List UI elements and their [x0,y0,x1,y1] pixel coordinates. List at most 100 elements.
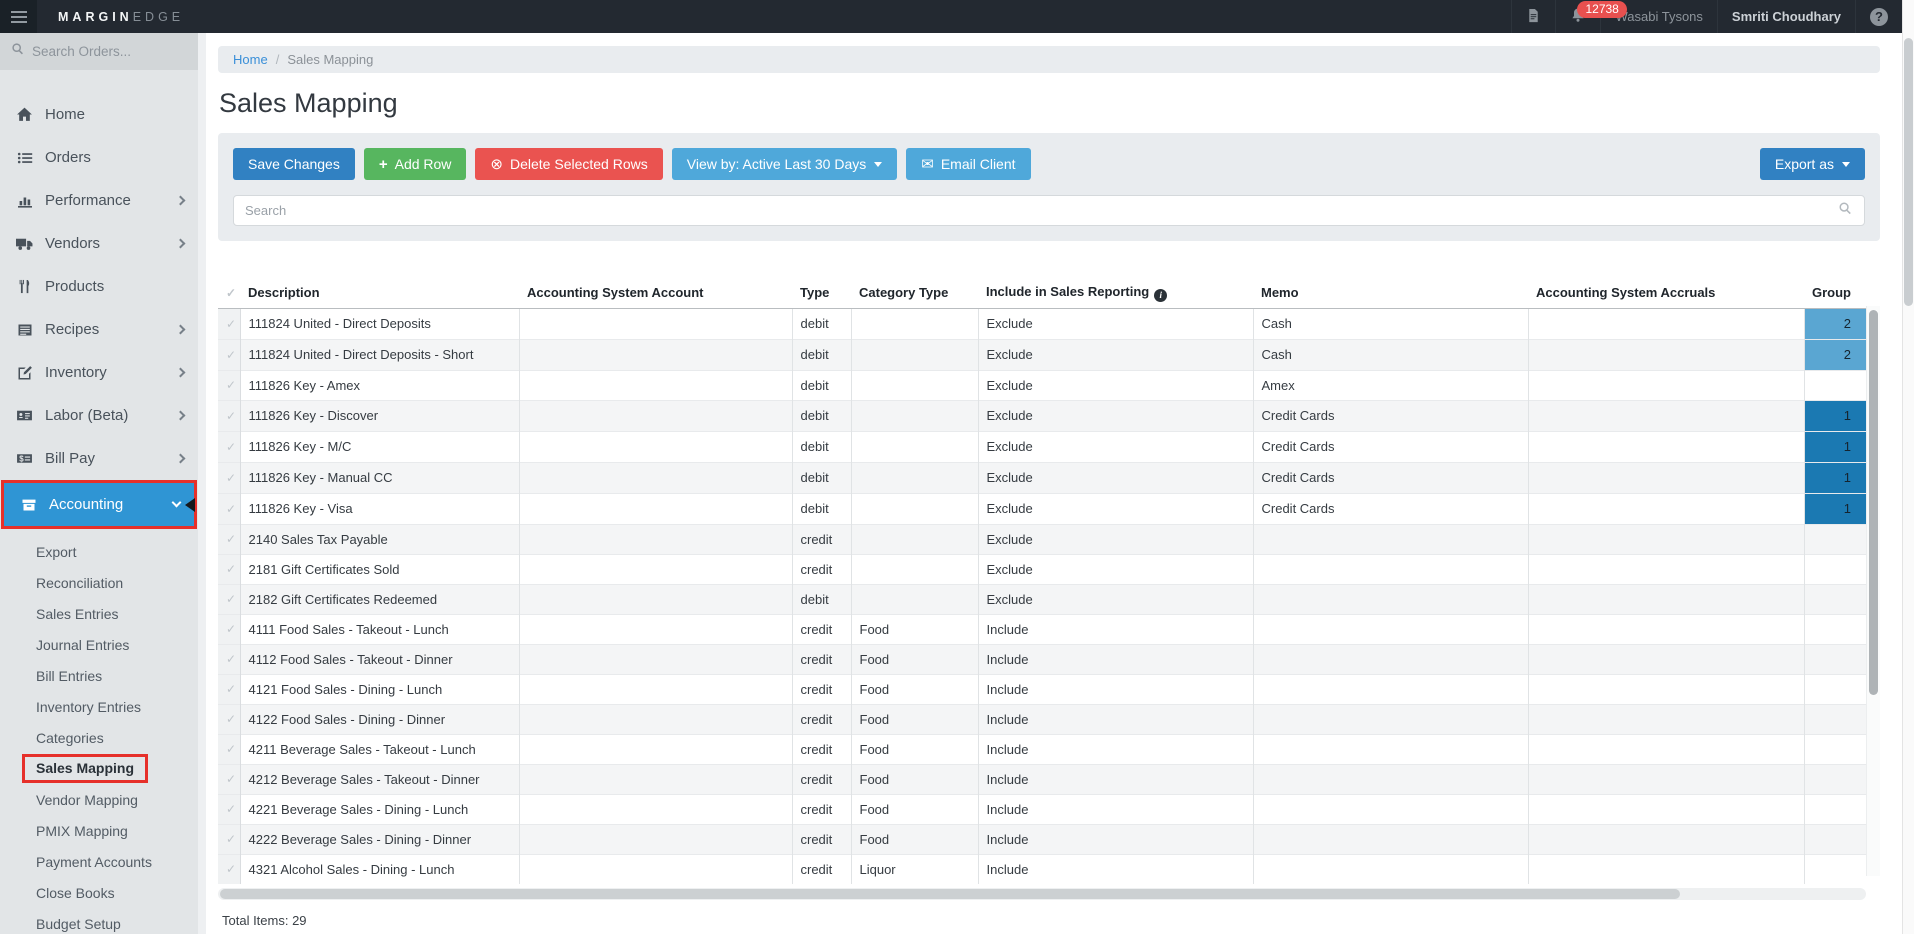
cell-description[interactable]: 111826 Key - M/C [239,430,519,462]
cell-description[interactable]: 111826 Key - Amex [239,369,519,400]
row-checkbox[interactable]: ✓ [218,793,241,824]
cell-memo[interactable]: Credit Cards [1252,461,1528,493]
submenu-item-reconciliation[interactable]: Reconciliation [36,574,124,591]
search-orders-input[interactable] [32,44,182,59]
cell-account[interactable] [518,613,792,644]
page-scrollbar-thumb[interactable] [1904,38,1913,306]
cell-category-type[interactable]: Food [850,733,978,764]
cell-include[interactable]: Include [977,853,1253,884]
sidebar-item-products[interactable]: Products [0,265,198,308]
column-header-type[interactable]: Type [792,278,851,309]
table-row[interactable]: ✓ 2182 Gift Certificates Redeemed debit Exc… [218,583,1866,614]
cell-accruals[interactable] [1527,308,1804,339]
row-checkbox[interactable]: ✓ [218,461,241,493]
table-row[interactable]: ✓ 111824 United - Direct Deposits debit Exc… [218,308,1866,339]
documents-button[interactable] [1511,0,1555,33]
row-checkbox[interactable]: ✓ [218,823,241,854]
row-checkbox[interactable]: ✓ [218,643,241,674]
sidebar-item-inventory[interactable]: Inventory [0,351,198,394]
column-header-category-type[interactable]: Category Type [851,278,978,309]
table-row[interactable]: ✓ 4221 Beverage Sales - Dining - Lunch cre… [218,793,1866,824]
cell-accruals[interactable] [1527,643,1804,674]
sidebar-item-home[interactable]: Home [0,93,198,136]
cell-memo[interactable] [1252,703,1528,734]
cell-group[interactable] [1803,369,1866,400]
table-row[interactable]: ✓ 4211 Beverage Sales - Takeout - Lunch cr… [218,733,1866,764]
cell-description[interactable]: 4121 Food Sales - Dining - Lunch [239,673,519,704]
cell-group[interactable] [1803,853,1866,884]
cell-type[interactable]: debit [791,492,851,524]
cell-group[interactable] [1803,643,1866,674]
cell-category-type[interactable] [850,399,978,431]
cell-description[interactable]: 111826 Key - Visa [239,492,519,524]
hamburger-menu-icon[interactable] [0,0,37,33]
cell-account[interactable] [518,733,792,764]
cell-category-type[interactable]: Liquor [850,853,978,884]
cell-group[interactable] [1803,823,1866,854]
cell-description[interactable]: 111824 United - Direct Deposits - Short [239,338,519,370]
submenu-item-bill-entries[interactable]: Bill Entries [36,667,103,684]
cell-description[interactable]: 4111 Food Sales - Takeout - Lunch [239,613,519,644]
add-row-button[interactable]: + Add Row [363,148,467,180]
sidebar-item-bill-pay[interactable]: $ Bill Pay [0,437,198,480]
cell-category-type[interactable] [850,430,978,462]
notification-count-badge[interactable]: 12738 [1577,1,1627,18]
cell-category-type[interactable] [850,369,978,400]
row-checkbox[interactable]: ✓ [218,853,241,884]
table-row[interactable]: ✓ 111826 Key - M/C debit Exclude Credit Card… [218,430,1866,462]
cell-type[interactable]: debit [791,369,851,400]
cell-account[interactable] [518,338,792,370]
table-row[interactable]: ✓ 4212 Beverage Sales - Takeout - Dinner c… [218,763,1866,794]
cell-description[interactable]: 111826 Key - Discover [239,399,519,431]
cell-include[interactable]: Include [977,793,1253,824]
cell-include[interactable]: Exclude [977,523,1253,554]
cell-group[interactable]: 1 [1803,461,1866,493]
table-search-input[interactable] [245,203,1838,218]
cell-include[interactable]: Exclude [977,553,1253,584]
submenu-item-journal-entries[interactable]: Journal Entries [36,636,130,653]
cell-group[interactable]: 1 [1803,492,1866,524]
info-icon[interactable]: i [1154,288,1168,302]
cell-accruals[interactable] [1527,793,1804,824]
cell-memo[interactable]: Cash [1252,308,1528,339]
cell-type[interactable]: debit [791,308,851,339]
cell-type[interactable]: credit [791,733,851,764]
cell-category-type[interactable]: Food [850,763,978,794]
scrollbar-thumb[interactable] [1869,310,1878,695]
page-scrollbar[interactable] [1902,0,1914,934]
cell-category-type[interactable]: Food [850,823,978,854]
sidebar-item-orders[interactable]: Orders [0,136,198,179]
row-checkbox[interactable]: ✓ [218,492,241,524]
cell-account[interactable] [518,703,792,734]
view-by-dropdown[interactable]: View by: Active Last 30 Days [671,148,898,180]
cell-include[interactable]: Include [977,643,1253,674]
cell-description[interactable]: 111826 Key - Manual CC [239,461,519,493]
column-header-accounting-system-account[interactable]: Accounting System Account [519,278,792,309]
table-row[interactable]: ✓ 111826 Key - Amex debit Exclude Amex [218,369,1866,400]
cell-type[interactable]: debit [791,430,851,462]
cell-category-type[interactable] [850,338,978,370]
cell-include[interactable]: Exclude [977,399,1253,431]
submenu-item-inventory-entries[interactable]: Inventory Entries [36,698,142,715]
cell-accruals[interactable] [1527,523,1804,554]
cell-include[interactable]: Exclude [977,308,1253,339]
cell-accruals[interactable] [1527,673,1804,704]
cell-description[interactable]: 4222 Beverage Sales - Dining - Dinner [239,823,519,854]
table-horizontal-scrollbar[interactable] [218,888,1866,900]
cell-account[interactable] [518,583,792,614]
row-checkbox[interactable]: ✓ [218,308,241,339]
cell-accruals[interactable] [1527,369,1804,400]
cell-accruals[interactable] [1527,763,1804,794]
cell-include[interactable]: Exclude [977,430,1253,462]
cell-type[interactable]: credit [791,823,851,854]
cell-include[interactable]: Include [977,613,1253,644]
cell-description[interactable]: 4122 Food Sales - Dining - Dinner [239,703,519,734]
breadcrumb-home-link[interactable]: Home [233,52,268,67]
table-row[interactable]: ✓ 4121 Food Sales - Dining - Lunch credit F… [218,673,1866,704]
cell-type[interactable]: credit [791,613,851,644]
cell-description[interactable]: 4211 Beverage Sales - Takeout - Lunch [239,733,519,764]
cell-accruals[interactable] [1527,399,1804,431]
submenu-item-sales-mapping[interactable]: Sales Mapping [0,753,198,784]
row-checkbox[interactable]: ✓ [218,430,241,462]
cell-group[interactable]: 2 [1803,308,1866,339]
